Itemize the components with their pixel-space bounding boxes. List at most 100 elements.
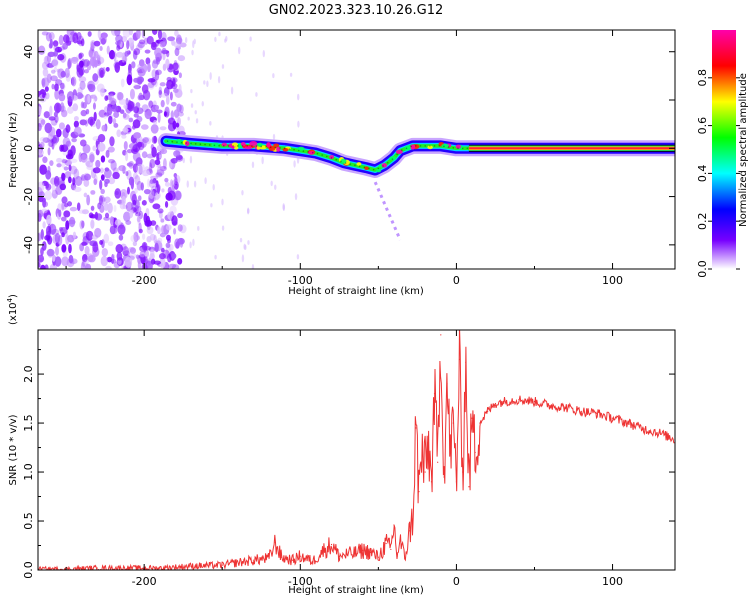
noise-blob bbox=[210, 203, 213, 208]
noise-blob bbox=[132, 163, 139, 173]
noise-blob bbox=[139, 250, 146, 258]
noise-blob bbox=[96, 83, 105, 93]
noise-blob bbox=[134, 212, 141, 217]
snr-scale-base: (x10 bbox=[8, 302, 19, 325]
ridge-hotspot bbox=[268, 146, 276, 151]
noise-blob bbox=[193, 180, 197, 188]
noise-blob bbox=[165, 234, 171, 241]
noise-blob bbox=[142, 89, 151, 101]
noise-blob bbox=[80, 109, 87, 117]
noise-blob bbox=[86, 60, 92, 71]
noise-blob bbox=[152, 30, 158, 35]
colorbar: 0.0 0.2 0.4 0.6 0.8 Normalized spectral ampl… bbox=[696, 30, 749, 278]
ridge-mark bbox=[194, 143, 197, 145]
snr-point bbox=[458, 358, 461, 360]
noise-blob bbox=[83, 173, 92, 181]
svg-text:(x104): (x104) bbox=[6, 294, 19, 325]
noise-blob bbox=[80, 261, 86, 269]
noise-blob bbox=[166, 79, 174, 90]
ridge-mark bbox=[326, 155, 328, 158]
noise-blob bbox=[169, 205, 177, 215]
noise-blob bbox=[55, 128, 62, 138]
noise-blob bbox=[122, 165, 126, 175]
snr-point bbox=[396, 555, 398, 557]
noise-blob bbox=[251, 263, 255, 269]
ridge-mark bbox=[302, 150, 305, 152]
noise-blob bbox=[103, 216, 110, 221]
noise-blob bbox=[60, 144, 69, 153]
noise-blob bbox=[49, 160, 54, 166]
noise-blob bbox=[150, 124, 159, 134]
snr-point bbox=[443, 476, 445, 478]
colorbar-label: Normalized spectral amplitude bbox=[738, 73, 749, 227]
colorbar-tick-label: 0.6 bbox=[696, 117, 709, 135]
noise-blob bbox=[88, 84, 96, 93]
noise-blob bbox=[40, 265, 47, 269]
noise-blob bbox=[157, 112, 161, 123]
noise-blob bbox=[47, 142, 53, 147]
noise-blob bbox=[106, 106, 113, 116]
snr-point bbox=[502, 400, 504, 403]
noise-blob bbox=[145, 215, 151, 226]
noise-blob bbox=[173, 174, 181, 185]
noise-blob bbox=[140, 124, 149, 130]
noise-blob bbox=[178, 83, 182, 95]
noise-blob bbox=[54, 232, 61, 244]
ridge-mark bbox=[457, 147, 459, 150]
noise-blob bbox=[224, 38, 227, 43]
noise-blob bbox=[112, 171, 120, 180]
noise-blob bbox=[111, 104, 119, 113]
ridge-mark bbox=[363, 166, 366, 169]
colorbar-tick-label: 0.0 bbox=[696, 260, 709, 278]
noise-blob bbox=[68, 164, 72, 172]
snr-point bbox=[580, 410, 582, 412]
ridge-mark bbox=[405, 147, 408, 150]
noise-blob bbox=[71, 76, 77, 87]
snr-point bbox=[280, 556, 283, 558]
noise-blob bbox=[177, 237, 185, 245]
noise-blob bbox=[151, 69, 157, 79]
ridge-hotspot bbox=[257, 142, 263, 147]
noise-blob bbox=[120, 229, 125, 235]
ridge-mark bbox=[204, 143, 206, 146]
noise-blob bbox=[121, 134, 127, 139]
noise-blob bbox=[167, 186, 172, 195]
x-tick-label: -200 bbox=[132, 575, 157, 588]
noise-blob bbox=[168, 263, 177, 269]
noise-blob bbox=[53, 175, 60, 187]
noise-blob bbox=[61, 196, 68, 204]
noise-blob bbox=[116, 44, 121, 51]
noise-blob bbox=[137, 195, 142, 201]
noise-blob bbox=[115, 243, 124, 254]
noise-blob bbox=[82, 144, 91, 154]
ridge-mark bbox=[377, 167, 380, 170]
noise-blob bbox=[146, 226, 154, 235]
noise-blob bbox=[141, 241, 148, 251]
ridge-hotspot bbox=[307, 151, 315, 155]
noise-blob bbox=[53, 102, 62, 113]
noise-blob bbox=[172, 62, 179, 70]
noise-blob bbox=[147, 81, 155, 89]
noise-blob bbox=[115, 51, 124, 58]
noise-blob bbox=[89, 153, 95, 163]
ridge-mark bbox=[218, 144, 220, 147]
noise-blob bbox=[138, 164, 143, 175]
noise-blob bbox=[73, 115, 79, 122]
noise-blob bbox=[136, 163, 143, 175]
ridge-hotspot bbox=[273, 143, 280, 148]
snr-xlabel: Height of straight line (km) bbox=[288, 585, 424, 596]
snr-point bbox=[430, 481, 433, 483]
ridge-mark bbox=[279, 147, 281, 149]
noise-blob bbox=[109, 225, 116, 235]
noise-blob bbox=[161, 47, 167, 55]
noise-blob bbox=[62, 34, 70, 43]
y-tick-label: 1.0 bbox=[22, 463, 35, 481]
noise-blob bbox=[138, 39, 146, 45]
x-tick-label: -100 bbox=[288, 274, 313, 287]
noise-blob bbox=[118, 234, 124, 241]
noise-blob bbox=[38, 261, 41, 268]
noise-blob bbox=[218, 31, 221, 37]
ridge-mark bbox=[232, 145, 234, 147]
noise-blob bbox=[58, 227, 63, 232]
